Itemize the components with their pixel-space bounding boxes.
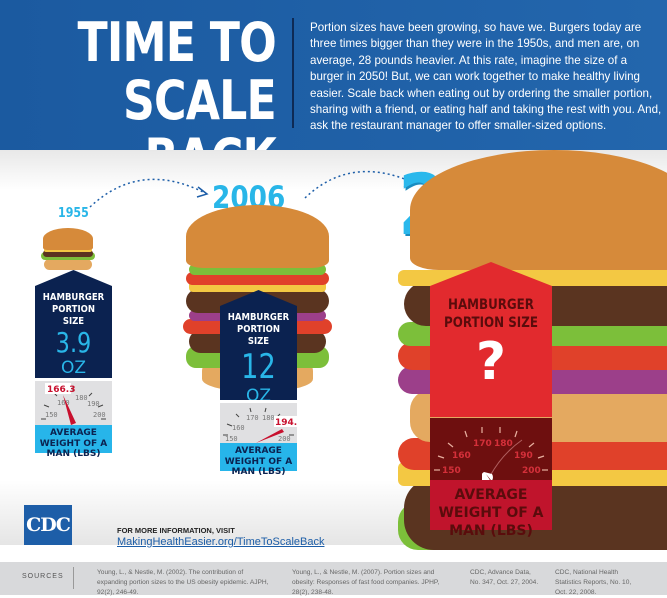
weight-gauge-2006: 150 160 170 180 200 194.7 AVERAGE WEIGHT… xyxy=(220,403,297,477)
portion-unit: OZ xyxy=(245,386,272,406)
gauge-dial: 150 160 170 180 200 194.7 xyxy=(223,407,297,443)
burger-layer-bun xyxy=(43,228,93,250)
weight-label: AVERAGE WEIGHT OF A MAN (LBS) xyxy=(430,480,552,539)
burger-layer-che xyxy=(189,281,326,293)
dotted-arrow-2006-2050 xyxy=(304,170,416,199)
year-1955: 1955 xyxy=(58,206,89,221)
tick-label: 180 xyxy=(262,414,275,422)
weight-value: 166.3 xyxy=(47,385,75,395)
portion-label: HAMBURGER PORTION SIZE xyxy=(227,312,290,347)
weight-value: 194.7 xyxy=(275,418,297,428)
burger-layer-pat xyxy=(43,250,93,258)
sources-label: SOURCES xyxy=(22,573,64,580)
weight-gauge-2050: 150 160 170 180 190 200 AVERAGE WEIGHT O… xyxy=(430,418,552,539)
portion-value-unknown: ? xyxy=(475,332,507,392)
more-info-label: FOR MORE INFORMATION, VISIT xyxy=(117,526,235,535)
tick-label: 200 xyxy=(93,411,106,419)
weight-gauge-1955: 150 160 180 190 200 166.3 AVERAGE WEIGHT… xyxy=(35,381,112,459)
tick-label: 160 xyxy=(452,451,471,461)
source-item: CDC, National Health Statistics Reports,… xyxy=(555,569,632,596)
tick-label: 180 xyxy=(494,439,513,449)
gauge-dial: 150 160 180 190 200 166.3 xyxy=(41,383,106,425)
intro-paragraph: Portion sizes have been growing, so have… xyxy=(310,21,662,133)
title-line-1: TIME TO xyxy=(77,11,276,74)
tick-label: 170 xyxy=(473,439,492,449)
weight-label: AVERAGE WEIGHT OF A MAN (LBS) xyxy=(220,443,297,477)
source-item: CDC, Advance Data, No. 347, Oct. 27, 200… xyxy=(470,569,539,586)
burger-layer-bun xyxy=(410,150,667,270)
divider xyxy=(292,18,294,128)
tick-label: 190 xyxy=(87,400,100,408)
portion-value: 12 xyxy=(241,347,276,387)
burger-1955-image xyxy=(40,228,96,272)
tick-label: 160 xyxy=(57,399,70,407)
more-info-link[interactable]: MakingHealthEasier.org/TimeToScaleBack xyxy=(117,536,325,548)
portion-box-1955: HAMBURGER PORTION SIZE 3.9 OZ xyxy=(35,270,112,378)
gauge-dial: 150 160 170 180 190 200 xyxy=(434,427,548,477)
tick-label: 170 xyxy=(246,414,259,422)
dotted-arrow-1955-2006 xyxy=(89,178,209,208)
gauge-needle xyxy=(63,395,76,425)
cdc-logo: CDC xyxy=(24,505,72,545)
source-item: Young, L., & Nestle, M. (2007). Portion … xyxy=(292,569,440,596)
portion-label: HAMBURGER PORTION SIZE xyxy=(42,292,105,327)
portion-box-2006: HAMBURGER PORTION SIZE 12 OZ xyxy=(220,290,297,400)
portion-label: HAMBURGER PORTION SIZE xyxy=(443,297,538,331)
tick-label: 200 xyxy=(522,466,541,476)
gauge-needle xyxy=(256,429,284,443)
tick-label: 180 xyxy=(75,394,88,402)
tick-label: 200 xyxy=(278,435,291,443)
sources-footer: SOURCES Young, L., & Nestle, M. (2002). … xyxy=(0,562,667,596)
tick-label: 160 xyxy=(232,424,245,432)
weight-label: AVERAGE WEIGHT OF A MAN (LBS) xyxy=(35,425,112,459)
burger-layer-bun xyxy=(186,205,329,268)
tick-label: 190 xyxy=(514,451,533,461)
divider xyxy=(73,567,74,589)
burger-layer-let xyxy=(189,263,326,276)
burger-layer-bot xyxy=(44,258,92,270)
portion-box-2050: HAMBURGER PORTION SIZE ? xyxy=(430,262,552,417)
source-item: Young, L., & Nestle, M. (2002). The cont… xyxy=(97,569,269,596)
portion-unit: OZ xyxy=(60,358,87,378)
tick-label: 150 xyxy=(442,466,461,476)
tick-label: 150 xyxy=(225,435,238,443)
portion-value: 3.9 xyxy=(55,326,92,359)
tick-label: 150 xyxy=(45,411,58,419)
